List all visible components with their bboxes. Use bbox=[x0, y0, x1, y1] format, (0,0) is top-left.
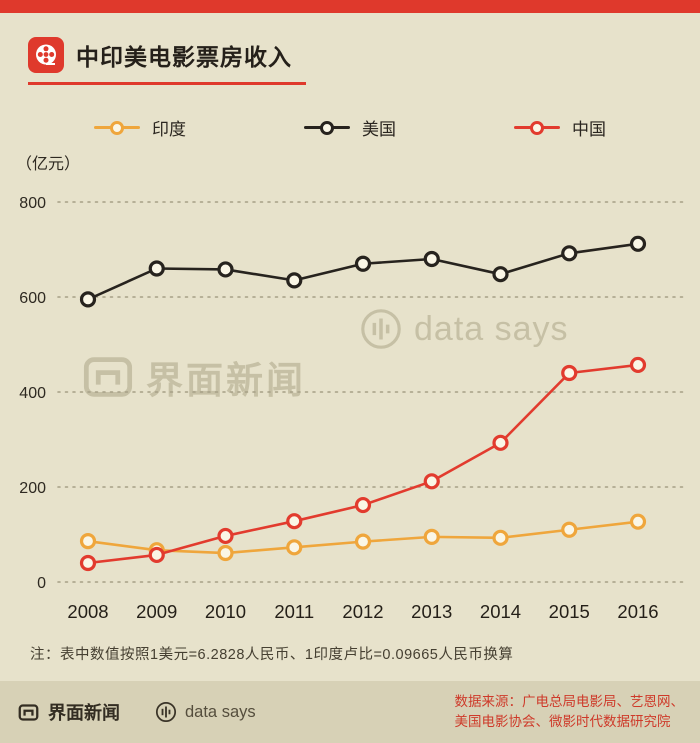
jiemian-logo-icon bbox=[18, 703, 39, 721]
jiemian-watermark: 界面新闻 bbox=[82, 350, 306, 404]
legend-label-china: 中国 bbox=[572, 120, 606, 139]
legend-item-usa: 美国 bbox=[304, 115, 396, 140]
svg-text:2009: 2009 bbox=[136, 601, 177, 622]
datasays-watermark-icon bbox=[361, 309, 401, 349]
india-line-marker-icon bbox=[94, 120, 140, 135]
svg-text:600: 600 bbox=[19, 290, 46, 307]
svg-text:2016: 2016 bbox=[617, 601, 658, 622]
header: 中印美电影票房收入 bbox=[28, 37, 700, 85]
usa-line-marker-icon bbox=[304, 120, 350, 135]
jiemian-watermark-text: 界面新闻 bbox=[146, 360, 306, 401]
datasays-watermark-text: data says bbox=[414, 309, 569, 348]
footer-jiemian-brand: 界面新闻 data says bbox=[18, 699, 256, 725]
data-source-line2: 美国电影协会、微影时代数据研究院 bbox=[454, 714, 671, 729]
film-reel-icon bbox=[28, 37, 64, 73]
svg-text:2012: 2012 bbox=[342, 601, 383, 622]
svg-text:2015: 2015 bbox=[549, 601, 590, 622]
y-axis-unit-label: （亿元） bbox=[16, 156, 81, 173]
datasays-logo-icon bbox=[155, 701, 177, 723]
legend-label-usa: 美国 bbox=[362, 120, 396, 139]
data-source-line1: 数据来源：广电总局电影局、艺恩网、 bbox=[454, 693, 685, 709]
chart-legend: 印度 美国 中国 bbox=[0, 115, 700, 140]
footer-datasays-brand: data says bbox=[155, 701, 256, 723]
chart-area: （亿元） data says 界面新闻 0 200 400 600 800 2008 200… bbox=[0, 150, 700, 629]
page-title: 中印美电影票房收入 bbox=[76, 44, 292, 70]
svg-text:2010: 2010 bbox=[205, 601, 246, 622]
svg-text:2013: 2013 bbox=[411, 601, 452, 622]
jiemian-watermark-icon bbox=[83, 357, 133, 397]
china-line-marker-icon bbox=[514, 120, 560, 135]
svg-text:0: 0 bbox=[37, 575, 46, 592]
footer-jiemian-text: 界面新闻 bbox=[48, 703, 120, 723]
top-accent-bar bbox=[0, 0, 700, 13]
legend-item-china: 中国 bbox=[514, 115, 606, 140]
svg-text:800: 800 bbox=[19, 195, 46, 212]
legend-label-india: 印度 bbox=[152, 120, 186, 139]
line-chart: 0 200 400 600 800 2008 2009 2010 2011 2012 2013 201… bbox=[19, 195, 689, 622]
svg-text:2014: 2014 bbox=[480, 601, 521, 622]
svg-text:2011: 2011 bbox=[274, 601, 314, 622]
footer: 界面新闻 data says 数据来源：广电总局电影局、艺恩网、 美国电影协会、… bbox=[0, 681, 700, 743]
exchange-rate-note: 注：表中数值按照1美元=6.2828人民币、1印度卢比=0.09665人民币换算 bbox=[30, 647, 514, 663]
title-block: 中印美电影票房收入 bbox=[28, 37, 306, 85]
legend-item-india: 印度 bbox=[94, 115, 186, 140]
svg-text:200: 200 bbox=[19, 480, 46, 497]
footer-datasays-text: data says bbox=[185, 702, 256, 721]
svg-text:2008: 2008 bbox=[67, 601, 108, 622]
data-source: 数据来源：广电总局电影局、艺恩网、 美国电影协会、微影时代数据研究院 bbox=[455, 692, 685, 733]
svg-text:400: 400 bbox=[19, 385, 46, 402]
datasays-watermark: data says bbox=[360, 308, 569, 350]
